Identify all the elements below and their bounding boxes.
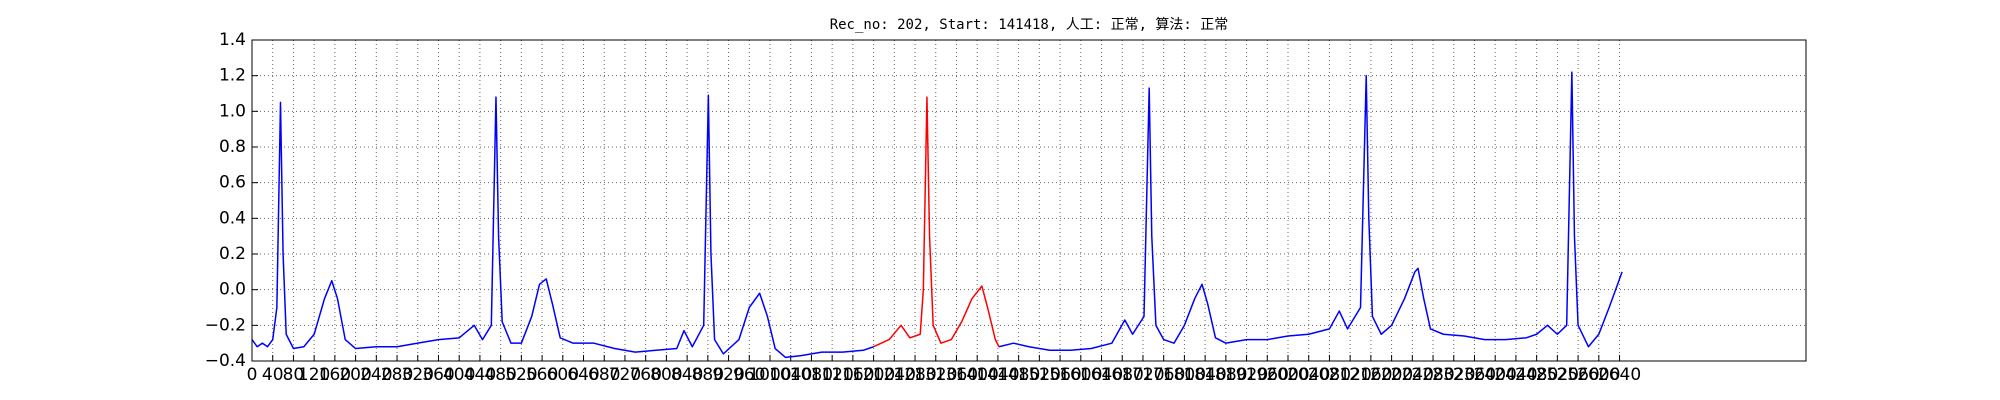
x-tick-label: 1760 (1142, 365, 1185, 385)
x-tick-label: 1720 (1121, 365, 1164, 385)
x-tick-label: 1160 (831, 365, 874, 385)
x-tick-label: 760 (629, 365, 661, 385)
x-tick-label: 1840 (1183, 365, 1226, 385)
y-tick-label: 0.0 (219, 280, 246, 300)
x-tick-label: 2280 (1411, 365, 1454, 385)
x-tick-label: 560 (526, 365, 558, 385)
series-line (873, 96, 1000, 348)
x-tick-label: 1040 (769, 365, 812, 385)
x-tick-label: 920 (712, 365, 744, 385)
series-line (251, 71, 1623, 359)
x-tick-label: 720 (609, 365, 641, 385)
x-tick-label: 2040 (1287, 365, 1330, 385)
plot-frame (251, 39, 1807, 362)
x-tick-label: 2400 (1474, 365, 1517, 385)
y-tick-label: 0.4 (219, 208, 246, 228)
x-tick-label: 2080 (1308, 365, 1351, 385)
x-tick-label: 240 (360, 365, 392, 385)
x-tick-label: 640 (567, 365, 599, 385)
x-tick-label: 520 (505, 365, 537, 385)
x-tick-label: 680 (588, 365, 620, 385)
x-tick-label: 1200 (852, 365, 895, 385)
y-tick-label: 0.2 (219, 244, 246, 264)
x-tick-label: 1960 (1246, 365, 1289, 385)
x-tick-label: 1080 (790, 365, 833, 385)
x-tick-label: 1240 (873, 365, 916, 385)
x-tick-label: 1440 (976, 365, 1019, 385)
x-tick-label: 40 (262, 365, 284, 385)
y-tick-label: 1.4 (219, 30, 246, 50)
x-tick-label: 1640 (1080, 365, 1123, 385)
x-tick-label: 440 (464, 365, 496, 385)
x-tick-label: 2520 (1536, 365, 1579, 385)
x-tick-label: 160 (319, 365, 351, 385)
x-tick-label: 2000 (1266, 365, 1309, 385)
x-tick-label: 2240 (1391, 365, 1434, 385)
x-tick-label: 2600 (1577, 365, 1620, 385)
x-tick-label: 360 (422, 365, 454, 385)
x-tick-label: 1480 (997, 365, 1040, 385)
x-tick-label: 600 (547, 365, 579, 385)
x-tick-label: 120 (298, 365, 330, 385)
x-tick-label: 80 (283, 365, 305, 385)
x-tick-label: 2360 (1453, 365, 1496, 385)
x-tick-label: 1400 (956, 365, 999, 385)
x-tick-label: 1800 (1163, 365, 1206, 385)
x-tick-label: 1880 (1204, 365, 1247, 385)
y-tick-label: 1.2 (219, 66, 246, 86)
x-tick-label: 2160 (1349, 365, 1392, 385)
x-tick-label: 1320 (914, 365, 957, 385)
x-tick-label: 1280 (893, 365, 936, 385)
y-tick-label: 1.0 (219, 101, 246, 121)
x-tick-label: 480 (484, 365, 516, 385)
x-tick-label: 1560 (1038, 365, 1081, 385)
x-tick-label: 800 (650, 365, 682, 385)
x-tick-label: 960 (733, 365, 765, 385)
x-tick-label: 2200 (1370, 365, 1413, 385)
x-tick-label: 280 (381, 365, 413, 385)
x-tick-label: 2320 (1432, 365, 1475, 385)
x-tick-label: 1600 (1059, 365, 1102, 385)
x-tick-label: 2480 (1515, 365, 1558, 385)
x-tick-label: 2440 (1494, 365, 1537, 385)
x-tick-label: 200 (339, 365, 371, 385)
y-tick-label: −0.4 (205, 351, 246, 371)
x-tick-label: 2640 (1598, 365, 1641, 385)
y-tick-label: 0.8 (219, 137, 246, 157)
x-tick-label: 400 (443, 365, 475, 385)
y-tick-label: 0.6 (219, 173, 246, 193)
y-tick-label: −0.2 (205, 315, 246, 335)
x-tick-label: 320 (402, 365, 434, 385)
x-tick-label: 1520 (1018, 365, 1061, 385)
x-tick-label: 880 (692, 365, 724, 385)
x-tick-label: 1000 (748, 365, 791, 385)
x-tick-label: 2120 (1329, 365, 1372, 385)
x-tick-label: 840 (671, 365, 703, 385)
x-tick-label: 1120 (811, 365, 854, 385)
x-tick-label: 1920 (1225, 365, 1268, 385)
chart-title: Rec_no: 202, Start: 141418, 人工: 正常, 算法: … (830, 17, 1229, 33)
x-tick-label: 1680 (1101, 365, 1144, 385)
x-tick-label: 0 (247, 365, 258, 385)
x-tick-label: 2560 (1556, 365, 1599, 385)
x-tick-label: 1360 (935, 365, 978, 385)
